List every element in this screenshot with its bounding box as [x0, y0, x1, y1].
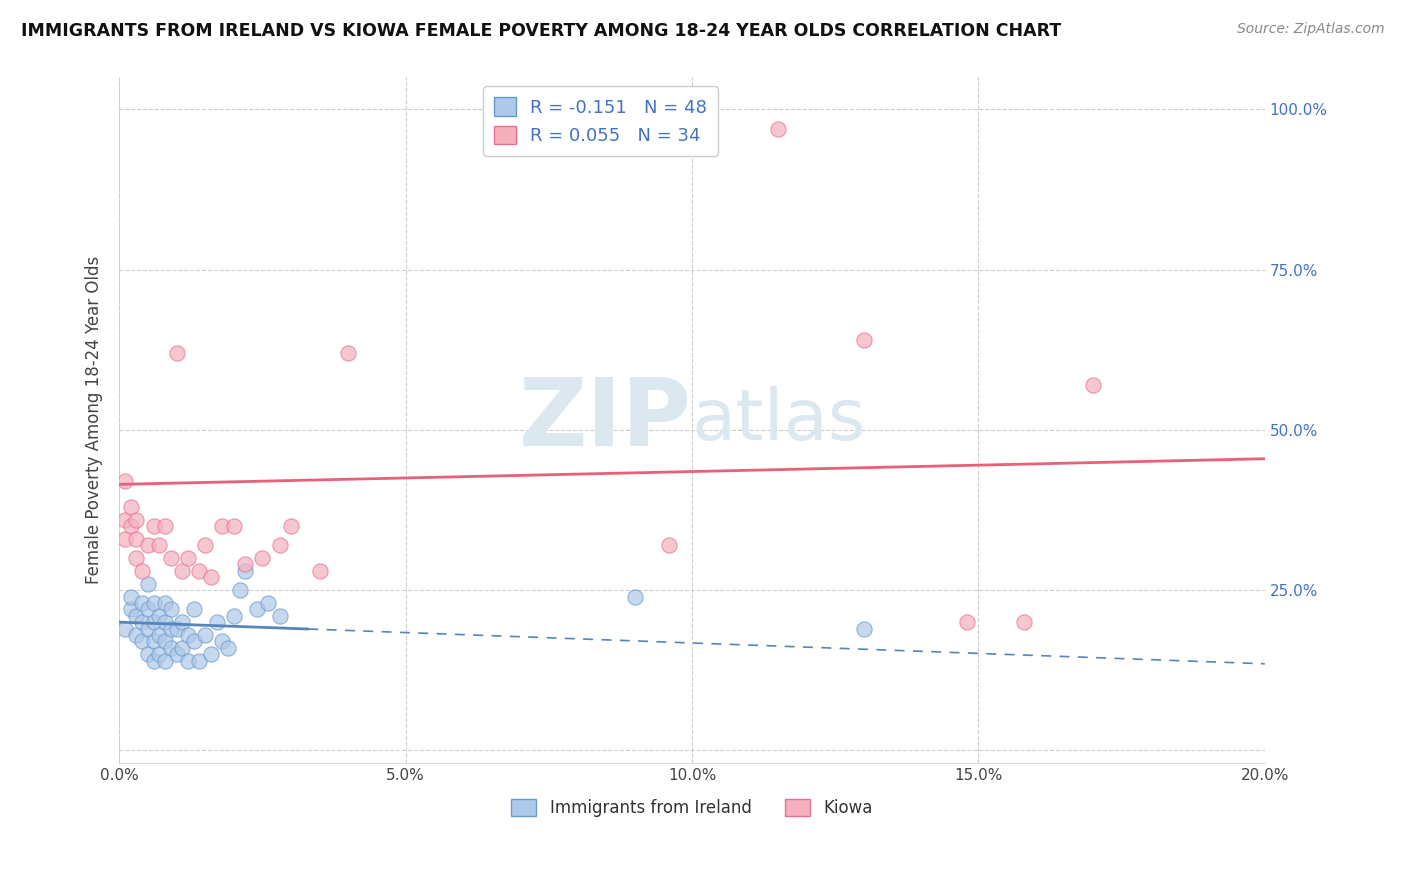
Point: [658, 538, 681, 552]
Point: [120, 519, 142, 533]
Point: [177, 551, 200, 566]
Point: [159, 622, 181, 636]
Point: [166, 647, 188, 661]
Point: [131, 634, 153, 648]
Point: [194, 538, 217, 552]
Point: [159, 602, 181, 616]
Point: [257, 596, 280, 610]
Text: ZIP: ZIP: [519, 375, 692, 467]
Point: [194, 628, 217, 642]
Point: [200, 570, 222, 584]
Point: [177, 628, 200, 642]
Point: [172, 640, 194, 655]
Point: [125, 608, 148, 623]
Point: [148, 538, 170, 552]
Point: [269, 538, 291, 552]
Point: [136, 538, 159, 552]
Point: [114, 622, 136, 636]
Point: [252, 551, 274, 566]
Point: [172, 615, 194, 629]
Point: [956, 615, 979, 629]
Point: [228, 583, 250, 598]
Point: [148, 628, 170, 642]
Point: [120, 590, 142, 604]
Point: [766, 121, 789, 136]
Y-axis label: Female Poverty Among 18-24 Year Olds: Female Poverty Among 18-24 Year Olds: [86, 256, 103, 584]
Point: [205, 615, 228, 629]
Point: [1014, 615, 1036, 629]
Point: [233, 558, 256, 572]
Point: [200, 647, 222, 661]
Point: [852, 622, 875, 636]
Point: [172, 564, 194, 578]
Point: [177, 654, 200, 668]
Point: [280, 519, 302, 533]
Point: [148, 608, 170, 623]
Point: [153, 596, 176, 610]
Point: [188, 654, 211, 668]
Point: [142, 634, 165, 648]
Point: [136, 602, 159, 616]
Point: [246, 602, 269, 616]
Point: [136, 576, 159, 591]
Point: [136, 647, 159, 661]
Point: [269, 608, 291, 623]
Point: [120, 602, 142, 616]
Point: [148, 647, 170, 661]
Point: [142, 654, 165, 668]
Text: atlas: atlas: [692, 385, 866, 455]
Point: [217, 640, 239, 655]
Point: [136, 622, 159, 636]
Point: [125, 532, 148, 546]
Point: [131, 615, 153, 629]
Text: IMMIGRANTS FROM IRELAND VS KIOWA FEMALE POVERTY AMONG 18-24 YEAR OLDS CORRELATIO: IMMIGRANTS FROM IRELAND VS KIOWA FEMALE …: [21, 22, 1062, 40]
Point: [125, 551, 148, 566]
Point: [337, 346, 360, 360]
Point: [166, 346, 188, 360]
Point: [183, 634, 205, 648]
Point: [188, 564, 211, 578]
Point: [183, 602, 205, 616]
Point: [159, 640, 181, 655]
Point: [153, 654, 176, 668]
Point: [153, 519, 176, 533]
Point: [142, 519, 165, 533]
Point: [233, 564, 256, 578]
Point: [142, 596, 165, 610]
Text: Source: ZipAtlas.com: Source: ZipAtlas.com: [1237, 22, 1385, 37]
Point: [142, 615, 165, 629]
Point: [131, 564, 153, 578]
Point: [308, 564, 330, 578]
Point: [159, 551, 181, 566]
Point: [114, 513, 136, 527]
Point: [852, 333, 875, 347]
Point: [623, 590, 645, 604]
Point: [211, 519, 233, 533]
Point: [211, 634, 233, 648]
Point: [153, 615, 176, 629]
Point: [222, 608, 245, 623]
Point: [120, 500, 142, 514]
Point: [131, 596, 153, 610]
Legend: Immigrants from Ireland, Kiowa: Immigrants from Ireland, Kiowa: [505, 792, 879, 823]
Point: [114, 532, 136, 546]
Point: [125, 628, 148, 642]
Point: [153, 634, 176, 648]
Point: [125, 513, 148, 527]
Point: [166, 622, 188, 636]
Point: [1081, 378, 1104, 392]
Point: [222, 519, 245, 533]
Point: [114, 474, 136, 488]
